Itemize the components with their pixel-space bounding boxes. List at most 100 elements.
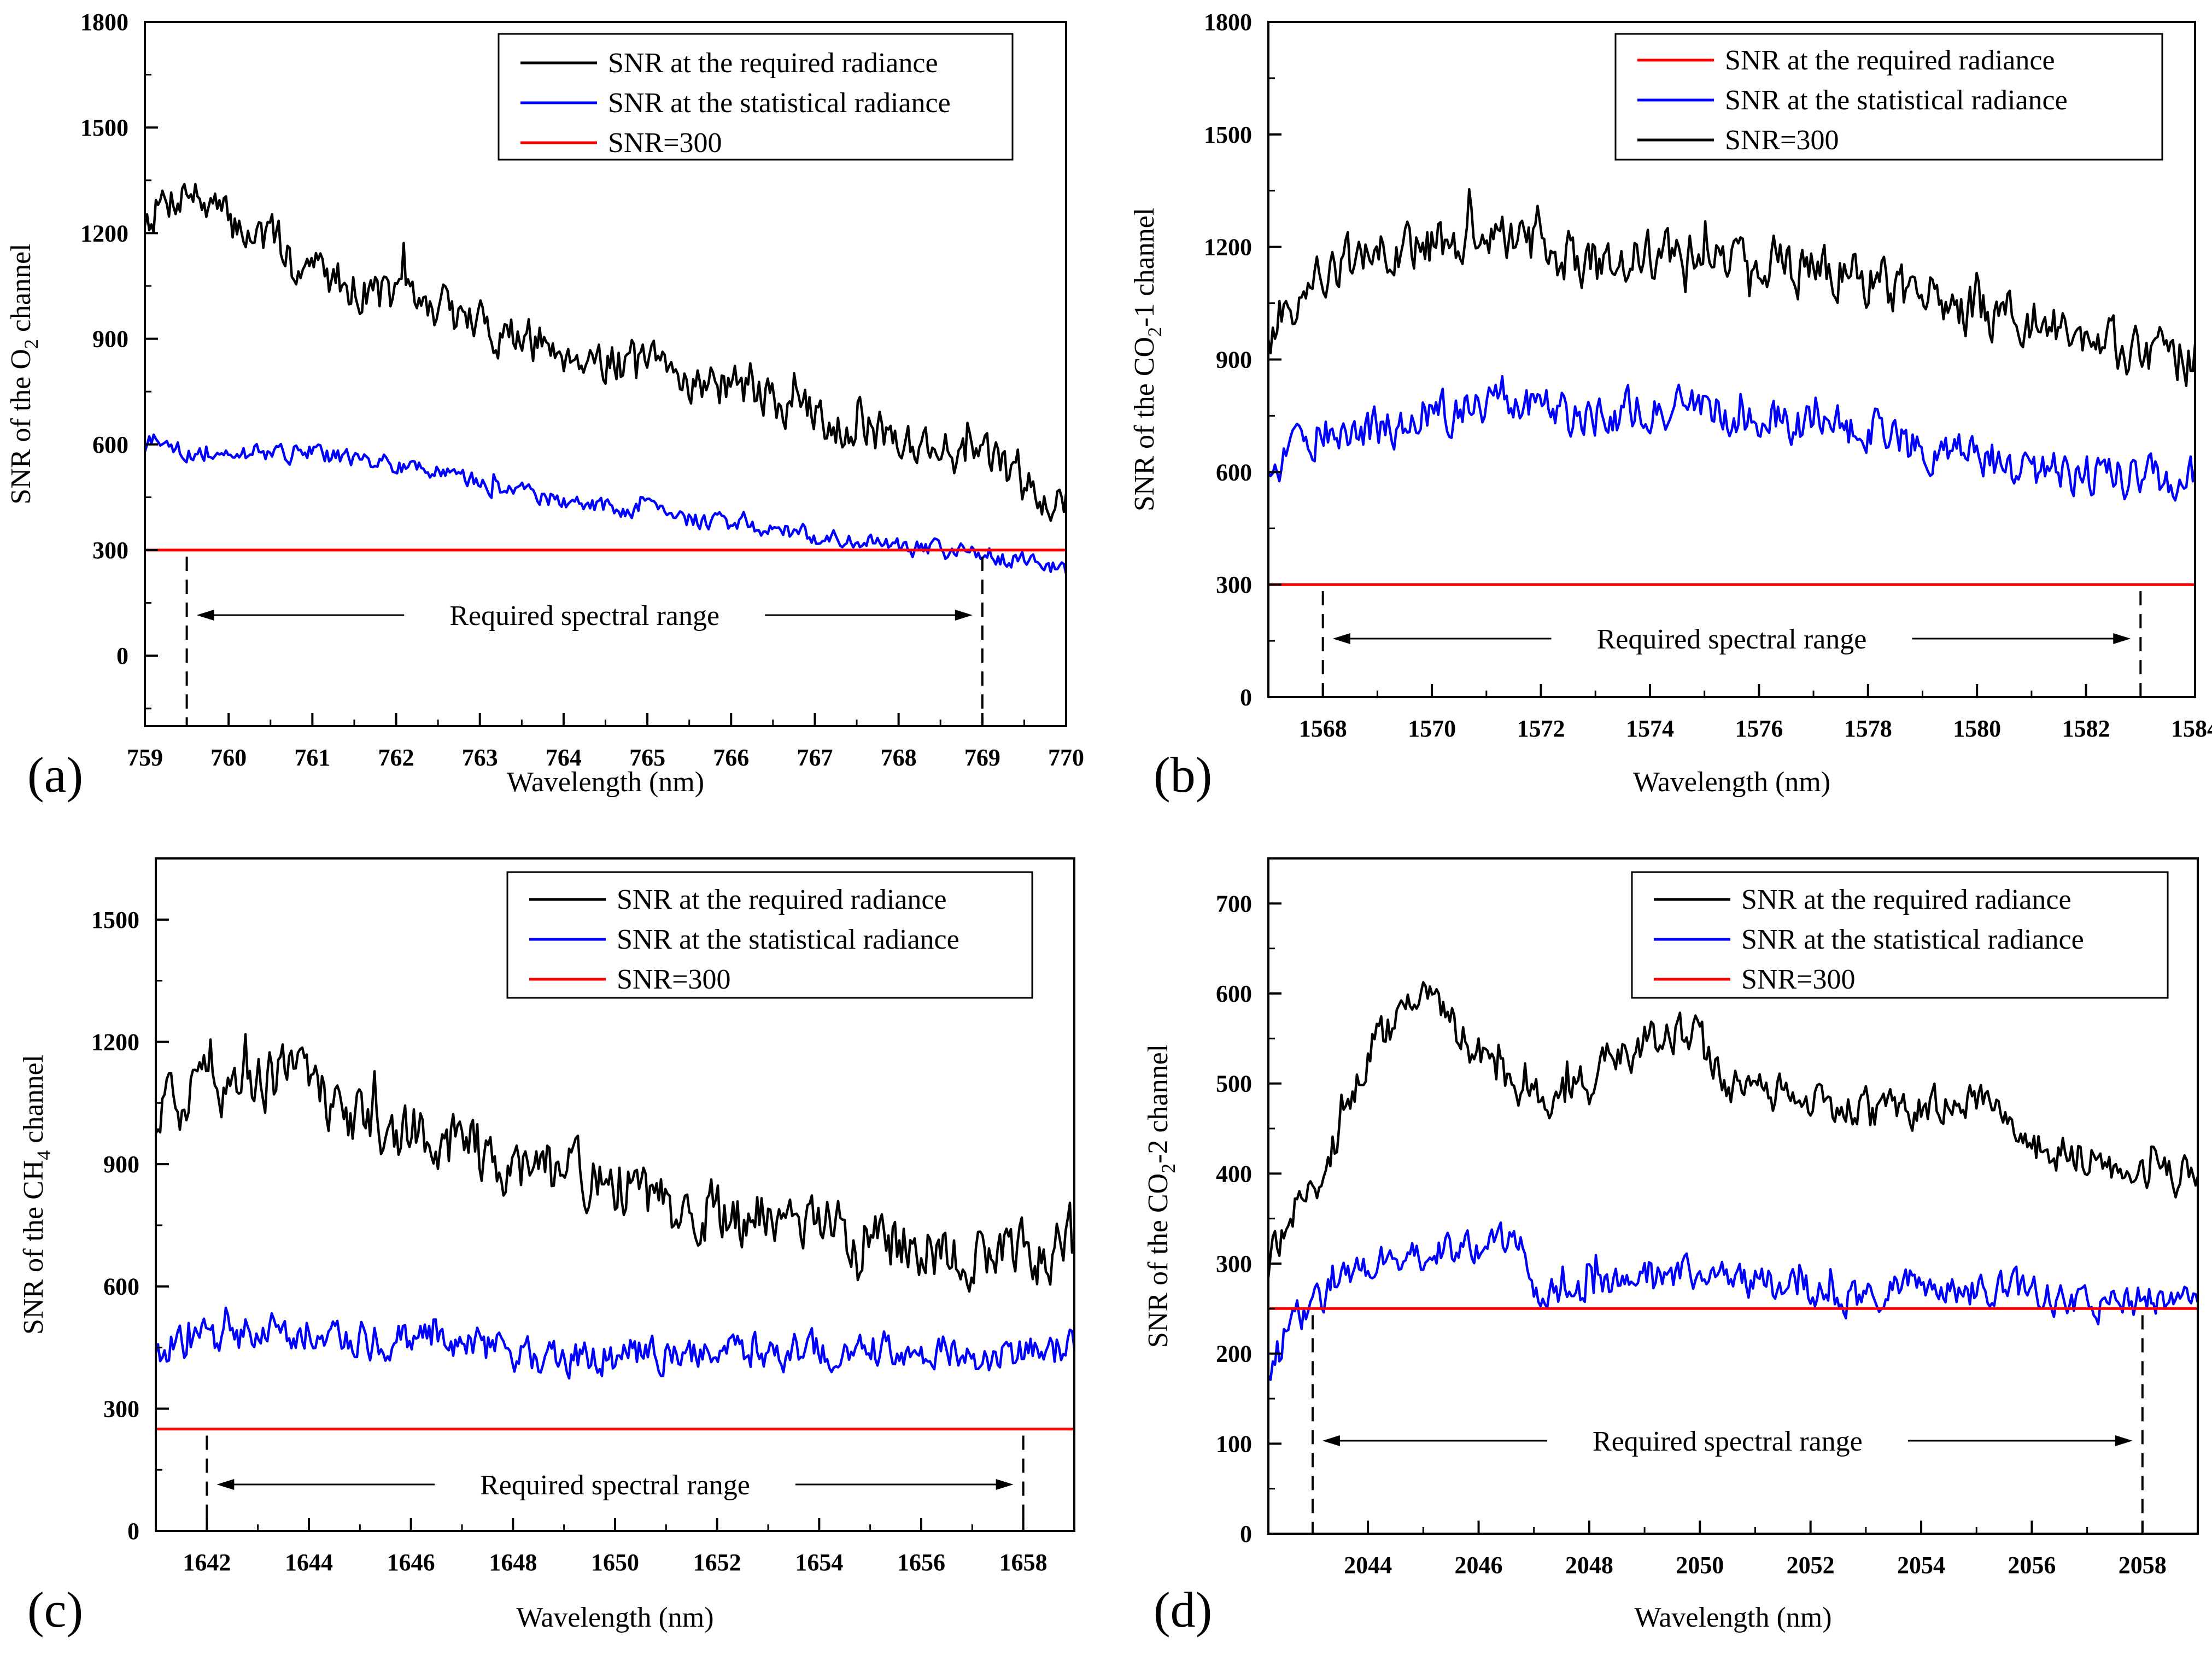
x-tick-label: 768 bbox=[881, 744, 917, 771]
x-tick-label: 763 bbox=[462, 744, 498, 771]
x-tick-label: 769 bbox=[964, 744, 1000, 771]
y-tick-label: 100 bbox=[1216, 1430, 1252, 1457]
legend-box bbox=[1631, 871, 2169, 999]
y-tick-label: 1500 bbox=[80, 114, 128, 141]
panel-label: (b) bbox=[1154, 747, 1212, 803]
legend-entry: SNR at the required radiance bbox=[608, 48, 938, 79]
y-tick-label: 0 bbox=[1240, 684, 1252, 711]
y-tick-label: 1800 bbox=[80, 9, 128, 36]
series-line-1 bbox=[145, 433, 1066, 574]
range-arrowhead-right bbox=[955, 610, 973, 621]
range-arrowhead-right bbox=[2115, 1435, 2133, 1446]
y-tick-label: 600 bbox=[1216, 459, 1252, 486]
x-tick-label: 1572 bbox=[1517, 715, 1565, 742]
x-tick-label: 1644 bbox=[285, 1549, 333, 1576]
legend-entry: SNR=300 bbox=[617, 964, 730, 995]
series-group bbox=[156, 1033, 1074, 1431]
x-tick-label: 1656 bbox=[897, 1549, 945, 1576]
y-axis-title-part: -1 channel bbox=[1129, 208, 1160, 327]
x-tick-label: 2058 bbox=[2119, 1552, 2167, 1579]
range-arrowhead-left bbox=[1332, 633, 1350, 644]
y-axis-title-subscript: 4 bbox=[33, 1150, 55, 1160]
y-axis-title: SNR of the O2 channel bbox=[5, 243, 42, 504]
series-line-1 bbox=[156, 1306, 1074, 1380]
y-tick-label: 1200 bbox=[80, 220, 128, 247]
x-tick-label: 1646 bbox=[387, 1549, 435, 1576]
x-tick-label: 1642 bbox=[183, 1549, 231, 1576]
y-axis-title-subscript: 2 bbox=[1157, 1164, 1179, 1173]
y-axis-title-part: -2 channel bbox=[1143, 1044, 1174, 1164]
series-line-0 bbox=[145, 183, 1066, 522]
x-axis-title: Wavelength (nm) bbox=[1633, 767, 1830, 798]
y-tick-label: 1800 bbox=[1204, 9, 1252, 36]
panel-label: (a) bbox=[27, 747, 83, 803]
y-tick-label: 1200 bbox=[1204, 234, 1252, 261]
y-tick-label: 0 bbox=[1240, 1521, 1252, 1547]
x-tick-label: 1574 bbox=[1626, 715, 1674, 742]
y-tick-label: 300 bbox=[1216, 1250, 1252, 1277]
x-tick-label: 762 bbox=[378, 744, 414, 771]
x-tick-label: 770 bbox=[1048, 744, 1084, 771]
legend-entry: SNR=300 bbox=[1741, 964, 1855, 995]
y-tick-label: 1500 bbox=[91, 907, 139, 933]
y-tick-label: 300 bbox=[92, 537, 128, 564]
range-label: Required spectral range bbox=[449, 600, 719, 632]
x-tick-label: 2052 bbox=[1787, 1552, 1835, 1579]
y-tick-label: 700 bbox=[1216, 890, 1252, 917]
series-line-0 bbox=[1268, 188, 2195, 388]
legend-entry: SNR at the statistical radiance bbox=[1741, 924, 2084, 955]
plot-frame bbox=[1267, 857, 2199, 1535]
legend-box bbox=[498, 33, 1014, 161]
y-tick-label: 600 bbox=[1216, 980, 1252, 1007]
range-arrowhead-left bbox=[1322, 1435, 1340, 1446]
y-tick-label: 400 bbox=[1216, 1160, 1252, 1187]
x-axis-title: Wavelength (nm) bbox=[507, 767, 704, 798]
x-tick-label: 766 bbox=[713, 744, 749, 771]
y-axis-title: SNR of the CO2-2 channel bbox=[1143, 1044, 1179, 1348]
chart-panel-d: 2044 2046 2048 2050 2052 2054 2056 2058 0 100 200 3… bbox=[1143, 857, 2199, 1638]
x-tick-label: 1578 bbox=[1844, 715, 1892, 742]
legend-entry: SNR at the statistical radiance bbox=[1725, 85, 2068, 116]
y-tick-label: 200 bbox=[1216, 1341, 1252, 1367]
x-tick-label: 767 bbox=[797, 744, 833, 771]
range-arrowhead-left bbox=[196, 610, 214, 621]
range-arrowhead-left bbox=[216, 1479, 235, 1490]
y-axis-title-part: SNR of the CO bbox=[1143, 1173, 1174, 1348]
legend-box bbox=[506, 871, 1033, 999]
x-tick-label: 2046 bbox=[1455, 1552, 1503, 1579]
x-tick-label: 2056 bbox=[2008, 1552, 2056, 1579]
legend-entry: SNR at the statistical radiance bbox=[617, 924, 959, 955]
chart-panel-b: 1568 1570 1572 1574 1576 1578 1580 1582 1584 0 300… bbox=[1129, 9, 2212, 803]
series-group bbox=[1268, 981, 2198, 1381]
series-group bbox=[145, 183, 1066, 574]
y-tick-label: 0 bbox=[116, 642, 128, 669]
x-tick-label: 760 bbox=[210, 744, 247, 771]
y-tick-label: 1500 bbox=[1204, 121, 1252, 148]
series-line-0 bbox=[1268, 981, 2198, 1278]
x-tick-label: 1570 bbox=[1408, 715, 1456, 742]
y-axis-title-part: channel bbox=[18, 1055, 49, 1150]
x-tick-label: 764 bbox=[546, 744, 582, 771]
y-axis-title-part: channel bbox=[5, 243, 37, 339]
x-tick-label: 1654 bbox=[795, 1549, 843, 1576]
y-tick-label: 1200 bbox=[91, 1028, 139, 1055]
chart-panel-c: 1642 1644 1646 1648 1650 1652 1654 1656 1658 0 300… bbox=[18, 857, 1075, 1638]
chart-panel-a: 759 760 761 762 763 764 765 766 767 768 769 770 0 300… bbox=[5, 9, 1084, 803]
y-tick-label: 900 bbox=[1216, 347, 1252, 373]
x-tick-label: 2044 bbox=[1344, 1552, 1392, 1579]
x-tick-label: 1576 bbox=[1735, 715, 1783, 742]
panel-label: (d) bbox=[1154, 1582, 1212, 1638]
range-label: Required spectral range bbox=[1597, 624, 1867, 655]
legend-entry: SNR=300 bbox=[1725, 125, 1839, 156]
y-axis-title-subscript: 2 bbox=[1144, 327, 1166, 337]
y-tick-label: 900 bbox=[92, 326, 128, 353]
y-tick-label: 600 bbox=[103, 1273, 139, 1300]
y-tick-label: 900 bbox=[103, 1151, 139, 1178]
y-axis-title-subscript: 2 bbox=[20, 339, 42, 349]
x-tick-label: 2050 bbox=[1676, 1552, 1724, 1579]
legend-entry: SNR at the required radiance bbox=[617, 884, 947, 915]
y-axis-title-part: SNR of the CO bbox=[1129, 337, 1160, 511]
range-arrowhead-right bbox=[2113, 633, 2131, 644]
series-group bbox=[1268, 188, 2195, 586]
